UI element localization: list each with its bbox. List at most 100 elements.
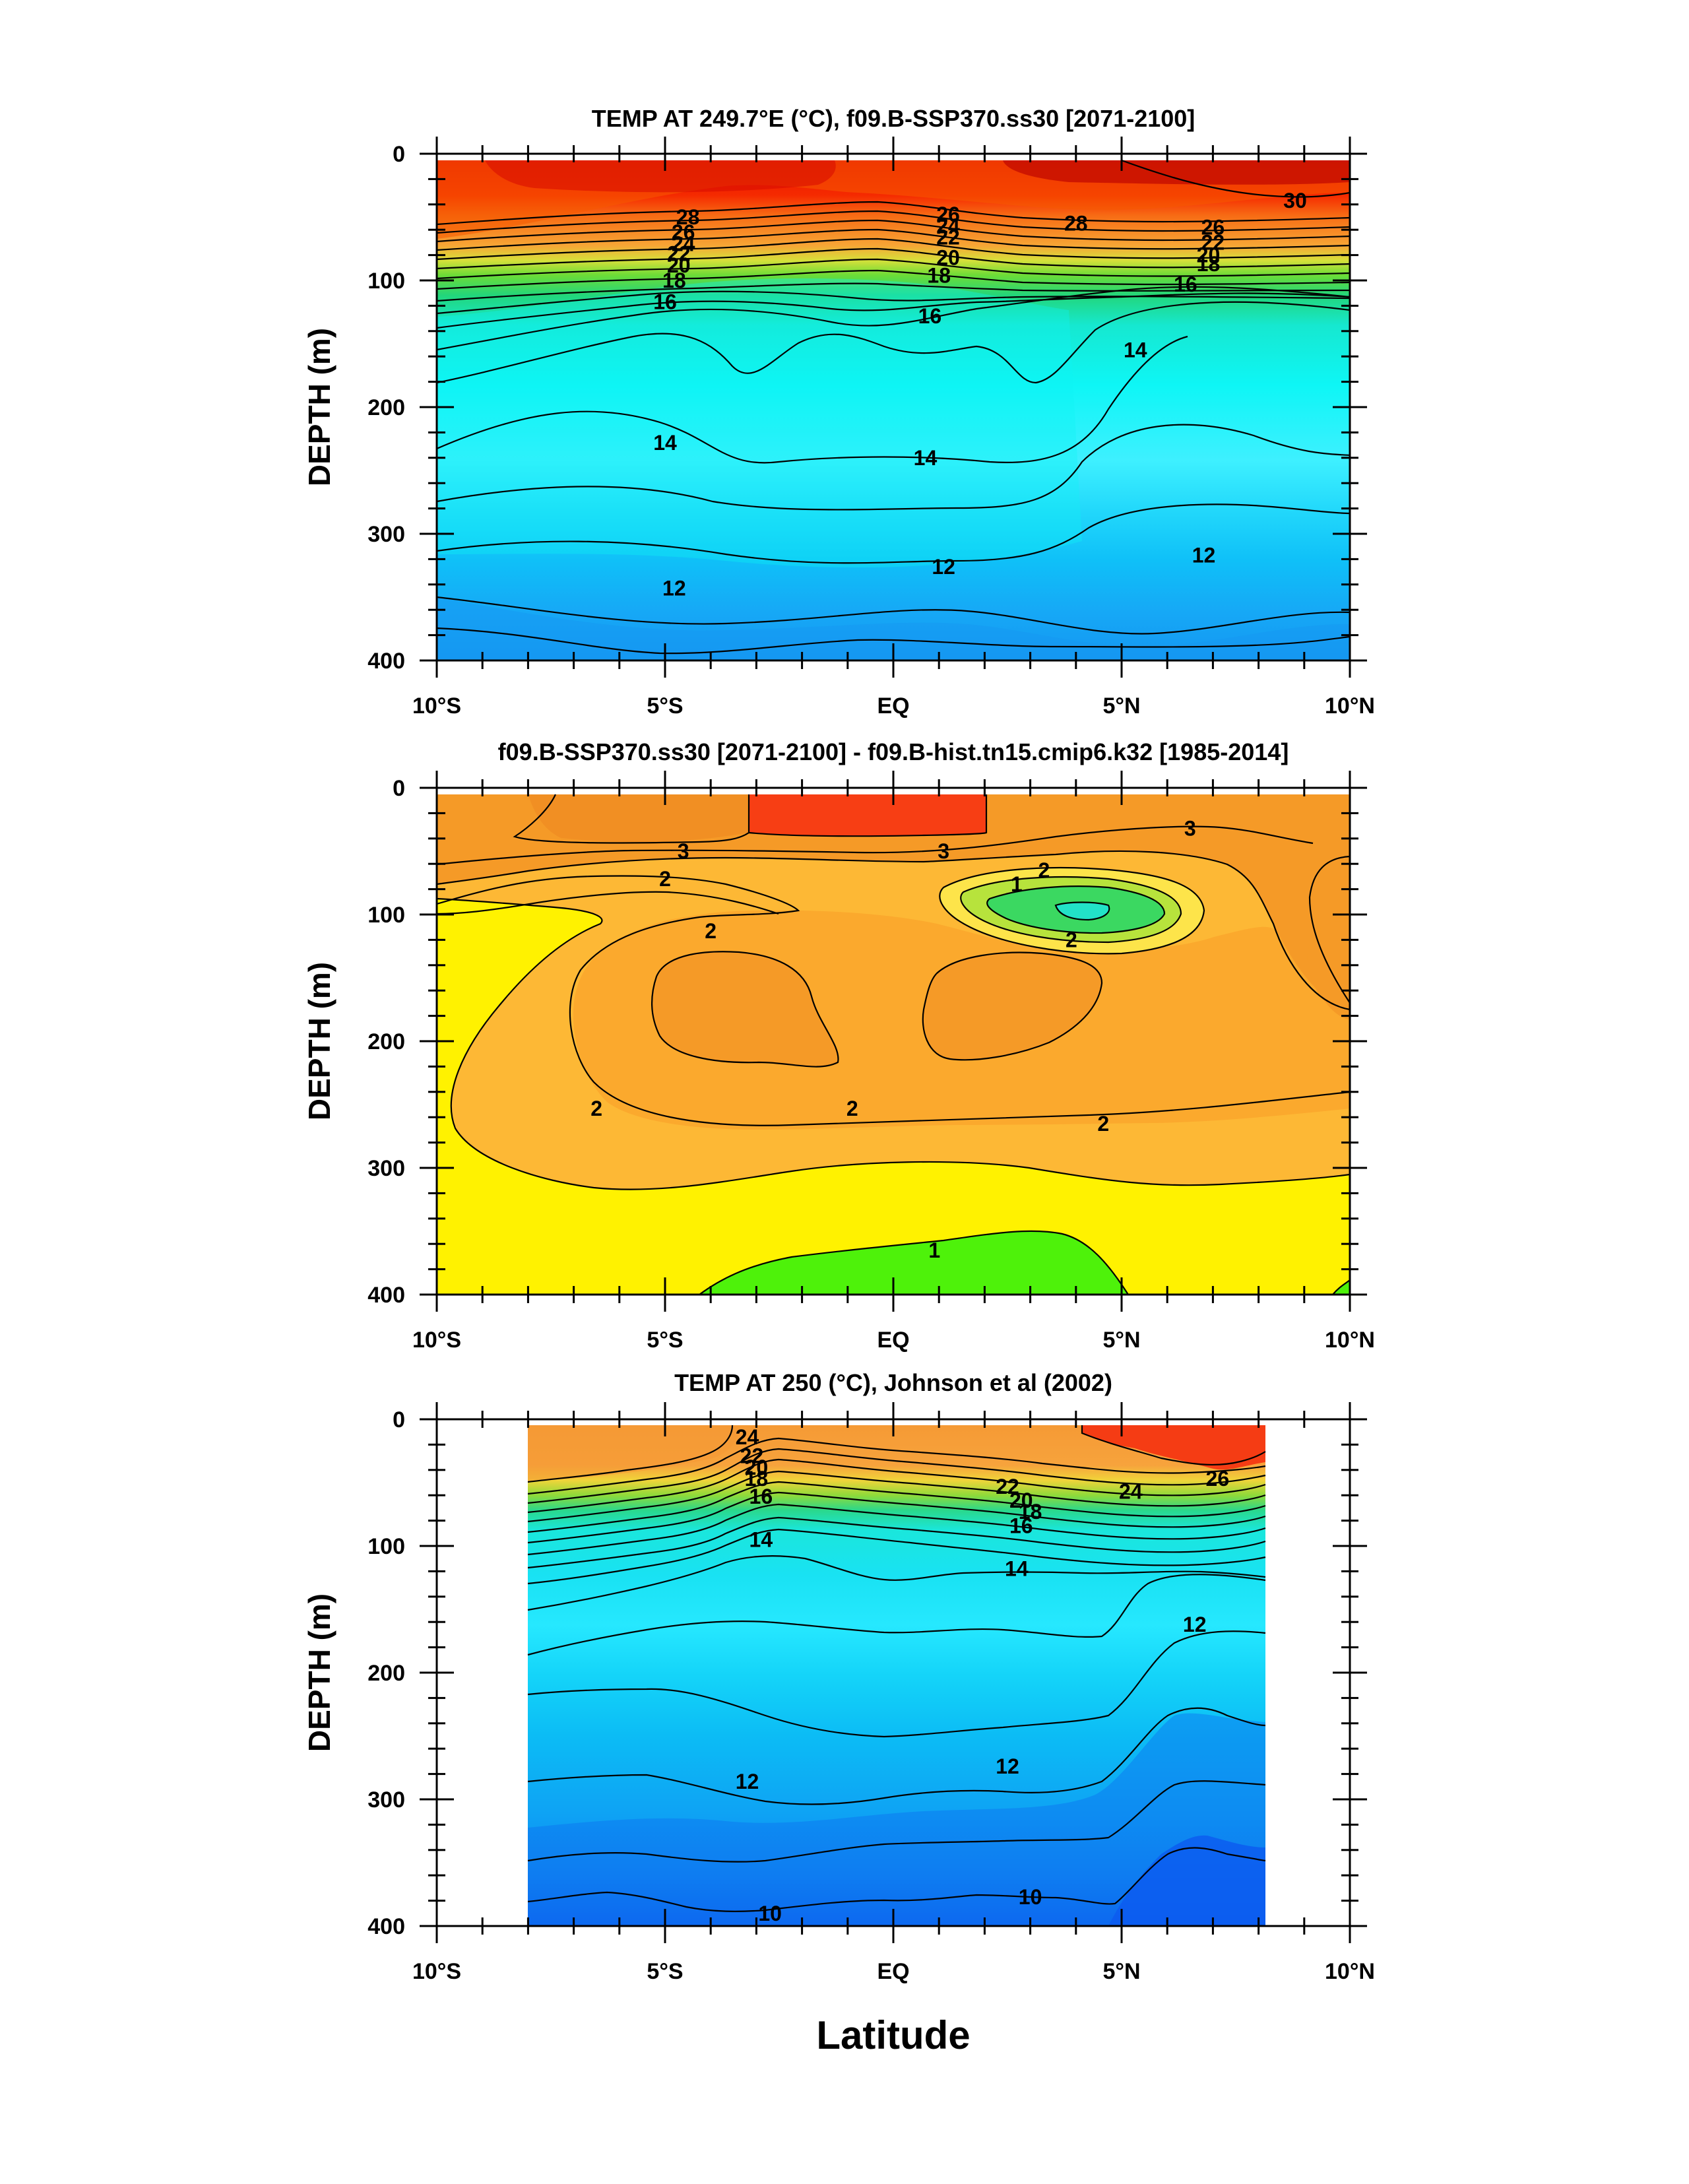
panel1-x-tick-labels: 10°S 5°S EQ 5°N 10°N bbox=[412, 693, 1375, 719]
panel2-yellow-region bbox=[437, 899, 1350, 1295]
contour-label: 24 bbox=[936, 214, 960, 238]
panel3-y-axis-label: DEPTH (m) bbox=[302, 1593, 336, 1752]
y-tick-label: 100 bbox=[367, 269, 405, 294]
contour-label: 2 bbox=[590, 1097, 602, 1120]
x-tick-label: 10°S bbox=[412, 693, 461, 719]
panel2-red-core bbox=[749, 794, 986, 837]
panel2-y-axis-label: DEPTH (m) bbox=[302, 962, 336, 1120]
y-tick-label: 300 bbox=[367, 1787, 405, 1813]
y-tick-label: 0 bbox=[393, 776, 405, 801]
contour-label: 3 bbox=[1184, 816, 1196, 840]
panel2-green-bottom bbox=[699, 1231, 1128, 1295]
contour-label: 3 bbox=[938, 839, 949, 863]
contour-label: 24 bbox=[736, 1425, 759, 1449]
panel-observed-temperature: TEMP AT 250 (°C), Johnson et al (2002) bbox=[302, 1369, 1375, 1984]
y-tick-label: 400 bbox=[367, 1283, 405, 1308]
contour-label: 16 bbox=[653, 290, 677, 314]
contour-label: 12 bbox=[932, 555, 955, 579]
contour-label: 20 bbox=[936, 245, 960, 269]
x-axis-title: Latitude bbox=[816, 2013, 970, 2057]
contour-label: 2 bbox=[1066, 928, 1077, 951]
contour-label: 12 bbox=[736, 1770, 759, 1793]
panel2-blob-east bbox=[922, 952, 1102, 1060]
panel2-x-tick-labels: 10°S 5°S EQ 5°N 10°N bbox=[412, 1328, 1375, 1353]
contour-label: 14 bbox=[749, 1527, 773, 1551]
panel3-colorfill bbox=[528, 1425, 1265, 1926]
panel-temperature-difference: f09.B-SSP370.ss30 [2071-2100] - f09.B-hi… bbox=[302, 738, 1375, 1353]
panel3-red-core bbox=[1082, 1425, 1265, 1470]
x-tick-label: 5°N bbox=[1102, 1328, 1140, 1353]
y-tick-label: 400 bbox=[367, 1914, 405, 1939]
panel3-orange-west bbox=[528, 1425, 739, 1481]
x-tick-label: 10°N bbox=[1325, 1959, 1375, 1984]
contour-label: 14 bbox=[653, 431, 677, 455]
panel2-blob-west bbox=[652, 951, 839, 1067]
x-tick-label: 5°S bbox=[647, 1959, 683, 1984]
panel1-cyan-band bbox=[437, 278, 1082, 567]
x-tick-label: 5°S bbox=[647, 1328, 683, 1353]
panel2-ticks bbox=[420, 771, 1367, 1312]
contour-label: 16 bbox=[749, 1485, 773, 1508]
y-tick-label: 100 bbox=[367, 903, 405, 928]
panel3-x-tick-labels: 10°S 5°S EQ 5°N 10°N bbox=[412, 1959, 1375, 1984]
contour-label: 16 bbox=[1009, 1514, 1033, 1537]
contour-label: 3 bbox=[678, 839, 689, 863]
y-tick-label: 200 bbox=[367, 1029, 405, 1054]
contour-label: 22 bbox=[1201, 230, 1225, 254]
y-tick-label: 200 bbox=[367, 1661, 405, 1686]
contour-label: 24 bbox=[672, 232, 695, 255]
panel1-contours bbox=[437, 159, 1350, 655]
panel1-y-tick-labels: 0 100 200 300 400 bbox=[367, 142, 405, 674]
panel1-red-core-east bbox=[1003, 160, 1350, 185]
contour-label: 12 bbox=[662, 577, 686, 600]
y-tick-label: 0 bbox=[393, 1407, 405, 1432]
contour-label: 30 bbox=[1283, 189, 1307, 212]
panel3-contours bbox=[527, 1425, 1266, 1912]
x-tick-label: EQ bbox=[877, 1328, 909, 1353]
contour-label: 2 bbox=[1097, 1112, 1109, 1136]
contour-label: 10 bbox=[758, 1902, 782, 1925]
contour-label: 28 bbox=[1064, 212, 1088, 236]
contour-label: 10 bbox=[1019, 1885, 1042, 1909]
x-tick-label: 10°N bbox=[1325, 693, 1375, 719]
contour-label: 12 bbox=[1192, 544, 1216, 567]
x-tick-label: EQ bbox=[877, 693, 909, 719]
contour-label: 2 bbox=[1038, 858, 1050, 882]
x-tick-label: 5°S bbox=[647, 693, 683, 719]
contour-label: 26 bbox=[672, 220, 695, 244]
x-tick-label: 10°S bbox=[412, 1328, 461, 1353]
x-tick-label: 10°N bbox=[1325, 1328, 1375, 1353]
panel2-cyan-core bbox=[1056, 902, 1110, 920]
x-tick-label: EQ bbox=[877, 1959, 909, 1984]
y-tick-label: 400 bbox=[367, 649, 405, 674]
contour-label: 16 bbox=[1174, 273, 1197, 296]
contour-label: 18 bbox=[1019, 1500, 1042, 1524]
y-tick-label: 300 bbox=[367, 522, 405, 547]
panel3-title: TEMP AT 250 (°C), Johnson et al (2002) bbox=[674, 1369, 1112, 1396]
y-tick-label: 0 bbox=[393, 142, 405, 167]
panel2-y-tick-labels: 0 100 200 300 400 bbox=[367, 776, 405, 1308]
contour-label: 18 bbox=[662, 269, 686, 292]
panel2-title: f09.B-SSP370.ss30 [2071-2100] - f09.B-hi… bbox=[498, 738, 1289, 765]
contour-label: 12 bbox=[996, 1754, 1019, 1778]
panel3-deep-east bbox=[1108, 1835, 1265, 1926]
contour-label: 20 bbox=[1009, 1489, 1033, 1512]
y-tick-label: 200 bbox=[367, 395, 405, 420]
contour-label: 20 bbox=[1197, 243, 1221, 267]
contour-label: 18 bbox=[1197, 252, 1221, 276]
contour-label: 26 bbox=[936, 203, 960, 226]
x-tick-label: 5°N bbox=[1102, 693, 1140, 719]
contour-label: 22 bbox=[667, 242, 691, 266]
contour-label: 22 bbox=[996, 1475, 1019, 1498]
contour-label: 2 bbox=[659, 867, 671, 891]
contour-label: 22 bbox=[936, 226, 960, 249]
contour-label: 18 bbox=[745, 1467, 769, 1491]
x-tick-label: 5°N bbox=[1102, 1959, 1140, 1984]
panel2-east-edge bbox=[1307, 921, 1350, 1019]
x-tick-label: 10°S bbox=[412, 1959, 461, 1984]
contour-label: 24 bbox=[1119, 1479, 1143, 1503]
